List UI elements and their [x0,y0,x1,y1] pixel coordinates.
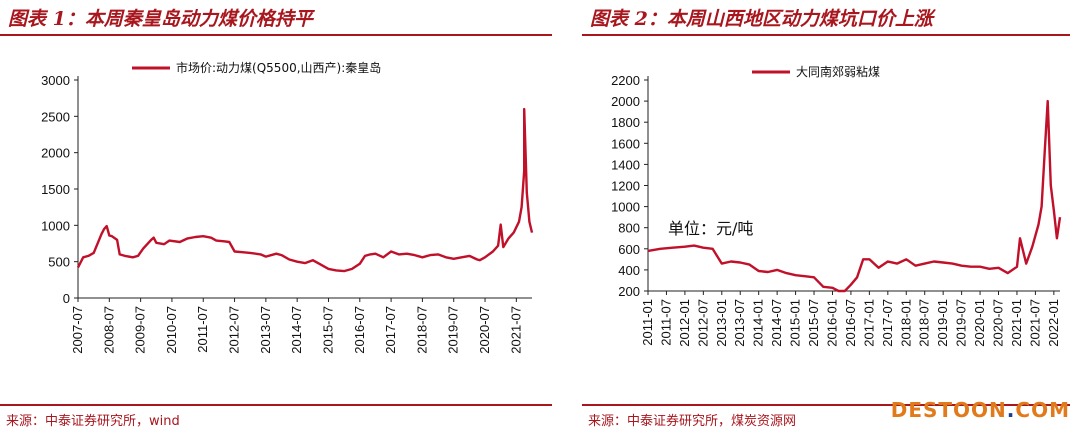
y-tick-label: 1200 [611,179,640,194]
x-tick-label: 2018-01 [898,299,913,347]
y-tick-label: 2200 [611,73,640,88]
watermark-text-a: DESTOON [890,398,1007,422]
series-line [76,107,534,273]
x-tick-label: 2012-07 [227,306,242,354]
x-tick-label: 2016-01 [824,299,839,347]
left-bottom-rule [0,404,552,406]
right-figure-panel: 图表 2：本周山西地区动力煤坑口价上涨 200 400 600 800 1000 1200… [582,0,1070,431]
x-tick-label: 2015-01 [788,299,803,347]
legend-label: 市场价:动力煤(Q5500,山西产):秦皇岛 [176,60,381,75]
x-tick-label: 2010-07 [164,306,179,354]
x-tick-label: 2014-01 [751,299,766,347]
x-tick-label: 2021-07 [1027,299,1042,347]
x-tick-label: 2008-07 [101,306,116,354]
left-figure-panel: 图表 1：本周秦皇岛动力煤价格持平 0 500 1000 1500 2000 2500 30… [0,8,552,429]
y-tick-label: 1500 [41,182,70,197]
y-tick-label: 2000 [611,94,640,109]
destoon-watermark-logo: DESTOON.COM [891,398,1070,422]
y-tick-label: 3000 [41,73,70,88]
x-tick-label: 2021-01 [1009,299,1024,347]
x-tick-label: 2022-01 [1046,299,1061,347]
left-top-rule [0,34,552,36]
y-tick-label: 0 [63,291,70,306]
right-top-rule [582,34,1070,36]
x-tick-label: 2014-07 [769,299,784,347]
x-tick-label: 2015-07 [320,306,335,354]
x-tick-label: 2020-07 [991,299,1006,347]
x-tick-label: 2020-01 [972,299,987,347]
x-tick-label: 2011-01 [640,299,655,346]
watermark-text-b: COM [1015,398,1070,422]
y-tick-label: 500 [48,255,70,270]
x-tick-label: 2013-07 [732,299,747,347]
left-source-note: 来源：中泰证券研究所，wind [6,414,180,429]
x-tick-label: 2013-07 [258,306,273,354]
y-tick-label: 2000 [41,146,70,161]
legend-label: 大同南郊弱粘煤 [796,64,880,79]
unit-label: 单位：元/吨 [668,219,753,238]
x-tick-label: 2017-07 [383,306,398,354]
x-tick-label: 2012-01 [677,299,692,347]
x-tick-label: 2013-01 [714,299,729,347]
x-tick-label: 2007-07 [70,306,85,354]
x-tick-label: 2014-07 [289,306,304,354]
y-tick-label: 1000 [611,200,640,215]
right-line-chart: 200 400 600 800 1000 1200 1400 1600 1800 2000 2200… [611,64,1062,347]
watermark-dot: . [1006,398,1016,422]
y-tick-label: 400 [618,263,640,278]
x-tick-label: 2017-01 [861,299,876,347]
x-tick-label: 2016-07 [352,306,367,354]
x-tick-label: 2018-07 [917,299,932,347]
y-tick-label: 1000 [41,218,70,233]
series-line [647,99,1062,293]
right-figure-title: 图表 2：本周山西地区动力煤坑口价上涨 [590,8,933,30]
right-bottom-rule [582,404,1070,406]
x-tick-label: 2020-07 [477,306,492,354]
y-tick-label: 1800 [611,115,640,130]
x-tick-label: 2011-07 [658,299,673,346]
x-tick-label: 2015-07 [806,299,821,347]
x-tick-label: 2018-07 [414,306,429,354]
y-tick-label: 2500 [41,109,70,124]
y-tick-label: 1400 [611,157,640,172]
left-line-chart: 0 500 1000 1500 2000 2500 3000 2007-07 2008-07 20… [41,60,534,354]
x-tick-label: 2019-07 [446,306,461,354]
x-tick-label: 2021-07 [508,306,523,354]
x-tick-label: 2011-07 [195,306,210,353]
x-tick-label: 2012-07 [695,299,710,347]
y-tick-label: 1600 [611,136,640,151]
x-tick-label: 2017-07 [880,299,895,347]
x-tick-label: 2019-01 [935,299,950,347]
x-tick-label: 2019-07 [954,299,969,347]
x-tick-label: 2009-07 [133,306,148,354]
y-tick-label: 800 [618,221,640,236]
left-figure-title: 图表 1：本周秦皇岛动力煤价格持平 [8,8,313,30]
x-tick-label: 2016-07 [843,299,858,347]
y-tick-label: 600 [618,242,640,257]
right-source-note: 来源：中泰证券研究所，煤炭资源网 [588,414,797,429]
y-tick-label: 200 [618,284,640,299]
